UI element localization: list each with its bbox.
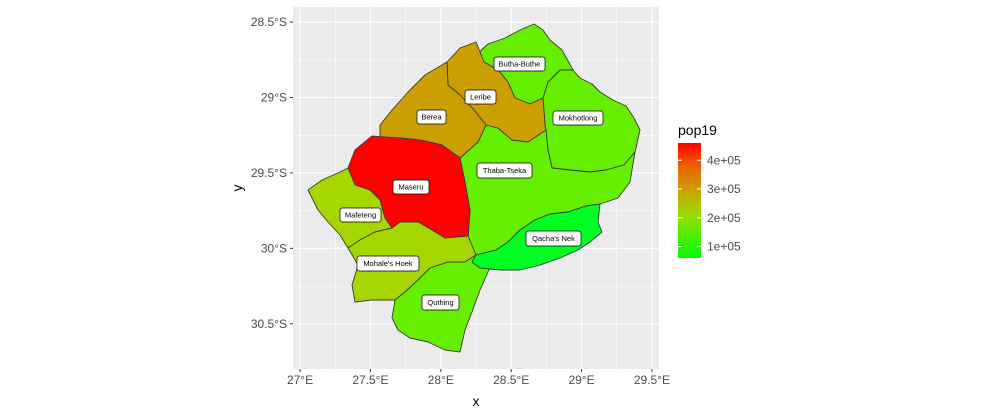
x-tick-label: 27.5°E: [352, 373, 388, 387]
x-axis: 27°E 27.5°E 28°E 28.5°E 29°E 29.5°E: [287, 369, 670, 387]
svg-text:Butha-Buthe: Butha-Buthe: [499, 60, 541, 69]
x-tick-label: 28°E: [428, 373, 454, 387]
label-berea: Berea: [416, 109, 447, 125]
legend-label: 1e+05: [707, 240, 741, 254]
y-tick-label: 28.5°S: [251, 15, 287, 29]
label-quthing: Quthing: [421, 294, 460, 311]
svg-text:Maseru: Maseru: [398, 183, 423, 192]
x-tick-label: 29.5°E: [634, 373, 670, 387]
label-mohales-hoek: Mohale's Hoek: [356, 255, 420, 272]
legend: pop19 1e+05 2e+05 3e+05 4e+05: [678, 122, 741, 258]
region-labels: Butha-Buthe Leribe Berea Mokhotlong Mase…: [339, 56, 604, 311]
svg-text:Thaba-Tseka: Thaba-Tseka: [483, 166, 527, 175]
y-tick-label: 30.5°S: [251, 317, 287, 331]
legend-colorbar: [678, 143, 701, 258]
y-axis: 28.5°S 29°S 29.5°S 30°S 30.5°S: [251, 15, 293, 331]
svg-text:Qacha's Nek: Qacha's Nek: [532, 234, 575, 243]
y-tick-label: 30°S: [261, 241, 287, 255]
legend-ticks: 1e+05 2e+05 3e+05 4e+05: [678, 153, 741, 254]
legend-label: 3e+05: [707, 182, 741, 196]
label-mafeteng: Mafeteng: [339, 207, 382, 223]
x-tick-label: 27°E: [287, 373, 313, 387]
label-thaba-tseka: Thaba-Tseka: [476, 162, 533, 179]
y-axis-title: y: [229, 185, 245, 192]
svg-text:Mafeteng: Mafeteng: [345, 211, 376, 220]
x-tick-label: 28.5°E: [493, 373, 529, 387]
label-leribe: Leribe: [464, 89, 497, 105]
svg-text:Leribe: Leribe: [470, 93, 491, 102]
label-butha-buthe: Butha-Buthe: [493, 56, 546, 72]
legend-title: pop19: [678, 122, 717, 138]
svg-text:Mokhotlong: Mokhotlong: [559, 114, 598, 123]
svg-text:Quthing: Quthing: [427, 298, 453, 307]
svg-text:Berea: Berea: [421, 113, 442, 122]
svg-text:Mohale's Hoek: Mohale's Hoek: [363, 259, 413, 268]
x-axis-title: x: [473, 393, 480, 409]
y-tick-label: 29°S: [261, 91, 287, 105]
legend-label: 2e+05: [707, 211, 741, 225]
x-tick-label: 29°E: [568, 373, 594, 387]
label-maseru: Maseru: [392, 179, 430, 195]
legend-label: 4e+05: [707, 153, 741, 167]
label-mokhotlong: Mokhotlong: [552, 110, 604, 126]
label-qachas-nek: Qacha's Nek: [525, 230, 582, 247]
y-tick-label: 29.5°S: [251, 166, 287, 180]
